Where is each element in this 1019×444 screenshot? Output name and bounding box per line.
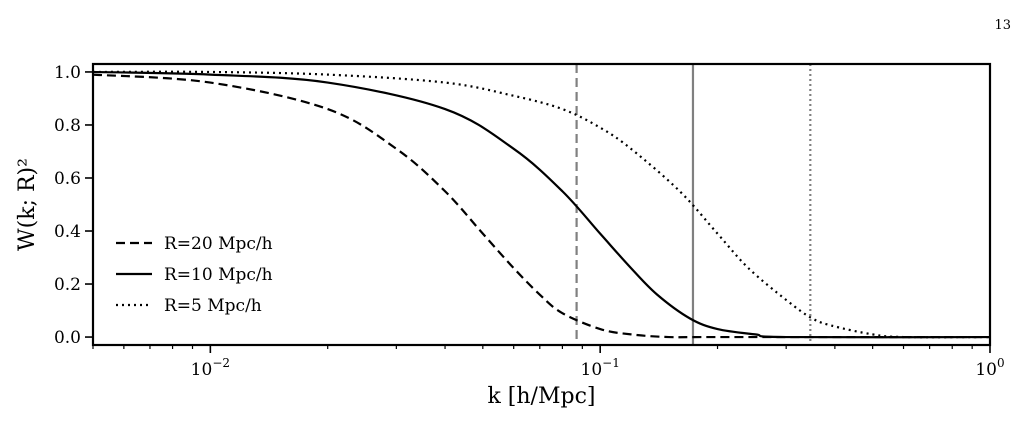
y-tick-label-5: 0.8 <box>54 116 81 136</box>
x-axis-label: k [h/Mpc] <box>487 384 595 409</box>
legend-label-R5: R=5 Mpc/h <box>164 296 262 316</box>
x-axis-ticks: 10−2 10−1 100 <box>92 345 1005 380</box>
x-tick-label-3: 100 <box>975 356 1004 380</box>
y-tick-label-4: 0.6 <box>54 169 81 189</box>
page-number: 13 <box>994 18 1011 33</box>
x-tick-label-1: 10−2 <box>191 356 230 380</box>
y-axis-label: W(k; R)² <box>15 158 40 251</box>
legend-label-R20: R=20 Mpc/h <box>164 234 273 254</box>
y-tick-label-3: 0.4 <box>54 222 81 242</box>
series-line-R10 <box>93 70 990 339</box>
plot-frame <box>91 62 992 347</box>
y-tick-label-2: 0.2 <box>54 275 81 295</box>
x-tick-label-2: 10−1 <box>581 356 620 380</box>
y-axis-ticks: 0.0 0.2 0.4 0.6 0.8 1.0 <box>54 63 93 348</box>
legend: R=20 Mpc/h R=10 Mpc/h R=5 Mpc/h <box>116 234 273 316</box>
y-tick-label-6: 1.0 <box>54 63 81 83</box>
legend-label-R10: R=10 Mpc/h <box>164 265 273 285</box>
vertical-reference-lines <box>575 64 812 345</box>
series-line-R5 <box>93 70 990 339</box>
series-curves <box>93 70 990 339</box>
series-line-R20 <box>93 73 990 339</box>
y-tick-label-1: 0.0 <box>54 328 81 348</box>
